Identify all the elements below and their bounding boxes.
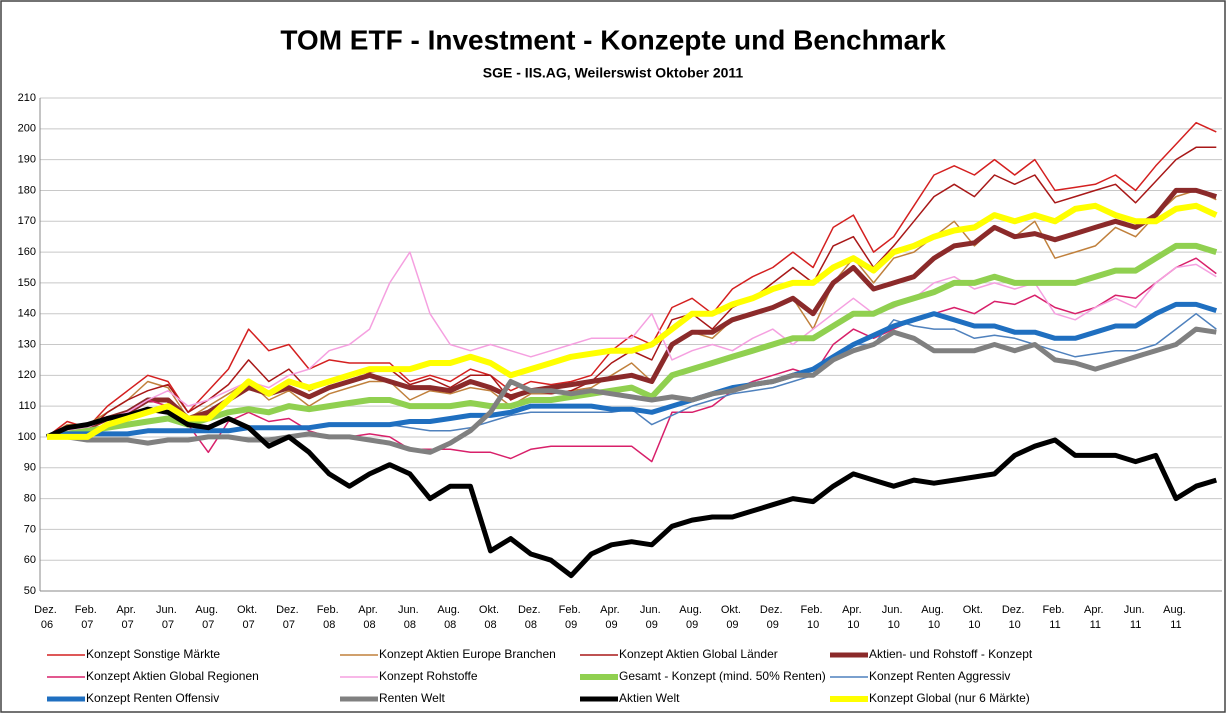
series-line [46,242,1218,440]
series-line [46,257,1217,463]
x-tick-label: Aug. 10 [921,604,947,631]
x-tick-label: Okt. 09 [721,604,744,631]
x-tick-label: Feb. 10 [801,604,826,631]
y-tick-label: 100 [18,431,36,443]
series-line [46,121,1217,438]
y-tick-label: 50 [24,585,36,597]
x-tick-label: Feb. 07 [75,604,100,631]
x-tick-label: Aug. 07 [195,604,221,631]
x-tick-label: Jun. 09 [640,604,664,631]
x-tick-label: Okt. 07 [237,604,260,631]
x-tick-label: Dez. 10 [1002,604,1028,631]
y-tick-label: 180 [18,184,36,196]
x-tick-label: Dez. 06 [34,604,60,631]
series-line [46,301,1218,440]
y-tick-label: 70 [24,523,36,535]
y-tick-label: 170 [18,215,36,227]
x-tick-label: Okt. 10 [963,604,986,631]
legend: Konzept Sonstige Märkte Konzept Aktien Eu… [47,647,1033,705]
y-tick-label: 150 [18,277,36,289]
y-tick-label: 110 [18,400,36,412]
series-line [47,326,1217,455]
y-tick-label: 200 [18,123,36,135]
y-tick-label: 60 [24,554,36,566]
x-tick-label: Apr. 09 [600,604,623,631]
y-tick-label: 140 [18,308,36,320]
legend-label: Konzept Renten Aggressiv [869,669,1010,683]
y-tick-label: 120 [18,369,36,381]
series-line [45,406,1218,579]
y-tick-label: 130 [18,338,36,350]
x-tick-label: Dez. 07 [276,604,302,631]
legend-label: Aktien Welt [619,691,680,705]
y-tick-label: 80 [24,492,36,504]
x-tick-label: Okt. 08 [479,604,502,631]
x-tick-label: Apr. 11 [1084,604,1107,631]
y-tick-label: 160 [18,246,36,258]
x-tick-label: Jun. 08 [398,604,422,631]
plot [45,121,1218,579]
x-tick-label: Apr. 10 [842,604,865,631]
x-tick-label: Jun. 11 [1124,604,1148,631]
x-tick-label: Apr. 08 [358,604,381,631]
x-tick-label: Aug. 09 [679,604,705,631]
legend-label: Aktien- und Rohstoff - Konzept [869,647,1033,661]
x-tick-label: Jun. 07 [156,604,180,631]
x-tick-label: Aug. 11 [1163,604,1189,631]
legend-label: Konzept Aktien Global Länder [619,647,778,661]
x-tick-label: Feb. 08 [317,604,342,631]
chart-title: TOM ETF - Investment - Konzepte und Benc… [280,24,946,55]
legend-label: Konzept Rohstoffe [379,669,478,683]
legend-label: Konzept Renten Offensiv [86,691,219,705]
legend-label: Gesamt - Konzept (mind. 50% Renten) [619,669,826,683]
y-tick-label: 210 [18,92,36,104]
chart-subtitle: SGE - IIS.AG, Weilerswist Oktober 2011 [483,65,744,81]
legend-label: Konzept Global (nur 6 Märkte) [869,691,1030,705]
legend-label: Konzept Aktien Europe Branchen [379,647,556,661]
legend-label: Renten Welt [379,691,445,705]
x-tick-label: Jun. 10 [882,604,906,631]
legend-label: Konzept Aktien Global Regionen [86,669,259,683]
x-tick-label: Feb. 11 [1042,604,1067,631]
x-tick-label: Dez. 08 [518,604,544,631]
legend-label: Konzept Sonstige Märkte [86,647,220,661]
series-line [47,202,1218,440]
x-tick-label: Dez. 09 [760,604,786,631]
x-tick-label: Apr. 07 [116,604,139,631]
x-tick-label: Aug. 08 [437,604,463,631]
x-tick-label: Feb. 09 [559,604,584,631]
y-tick-label: 190 [18,154,36,166]
y-tick-label: 90 [24,462,36,474]
